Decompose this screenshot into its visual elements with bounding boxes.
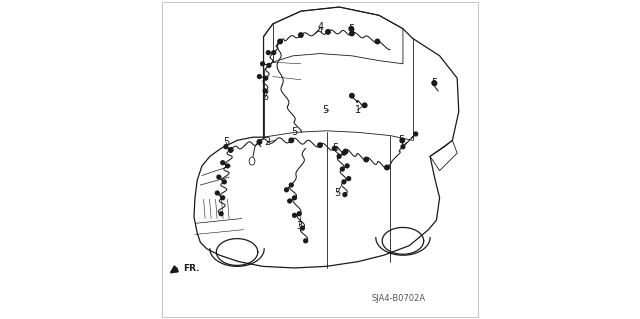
Circle shape [349, 93, 354, 98]
Text: 3: 3 [296, 221, 302, 232]
Circle shape [364, 157, 369, 162]
Text: 2: 2 [264, 137, 271, 147]
Text: 5: 5 [431, 78, 437, 88]
Circle shape [362, 103, 367, 108]
Circle shape [289, 183, 293, 187]
Circle shape [228, 148, 232, 152]
Circle shape [219, 212, 223, 216]
Circle shape [221, 196, 225, 200]
Circle shape [292, 196, 296, 200]
Circle shape [260, 62, 264, 66]
Circle shape [289, 138, 294, 143]
Circle shape [267, 63, 271, 67]
Circle shape [266, 51, 270, 55]
Circle shape [385, 165, 389, 170]
Text: SJA4-B0702A: SJA4-B0702A [371, 294, 425, 303]
Circle shape [225, 164, 229, 168]
Circle shape [326, 30, 330, 34]
Circle shape [304, 239, 308, 243]
Text: 5: 5 [348, 24, 355, 34]
Text: 4: 4 [317, 22, 324, 32]
Text: 5: 5 [322, 105, 328, 115]
Circle shape [221, 161, 225, 165]
Circle shape [345, 164, 349, 168]
Text: 5: 5 [332, 143, 339, 153]
Circle shape [342, 151, 346, 155]
Circle shape [285, 188, 289, 192]
Circle shape [414, 132, 418, 136]
Circle shape [432, 81, 436, 85]
Text: 5: 5 [223, 137, 229, 147]
Text: 5: 5 [398, 135, 404, 145]
Circle shape [217, 175, 221, 179]
Circle shape [347, 177, 351, 181]
Circle shape [263, 89, 267, 93]
Circle shape [257, 75, 261, 78]
Circle shape [257, 140, 262, 144]
Circle shape [332, 146, 336, 150]
Circle shape [375, 39, 380, 44]
Circle shape [318, 143, 322, 147]
Circle shape [342, 180, 346, 184]
Circle shape [264, 76, 268, 80]
Circle shape [224, 145, 228, 149]
Circle shape [298, 212, 301, 216]
Circle shape [222, 180, 226, 184]
Text: 5: 5 [291, 127, 298, 137]
Circle shape [301, 226, 305, 230]
Circle shape [385, 166, 389, 169]
Circle shape [349, 31, 354, 36]
Circle shape [343, 193, 347, 197]
Text: 5: 5 [335, 188, 340, 198]
Circle shape [216, 191, 219, 195]
Circle shape [340, 167, 344, 171]
Circle shape [288, 199, 292, 203]
Circle shape [349, 26, 353, 31]
Circle shape [272, 51, 276, 55]
Circle shape [400, 138, 404, 143]
Circle shape [299, 33, 303, 37]
Circle shape [337, 154, 341, 158]
Circle shape [292, 213, 296, 217]
Text: FR.: FR. [183, 264, 199, 273]
Text: 1: 1 [355, 105, 361, 115]
Circle shape [401, 145, 405, 149]
Circle shape [228, 148, 233, 152]
Circle shape [278, 40, 282, 43]
Text: 5: 5 [262, 92, 268, 102]
Circle shape [343, 149, 348, 154]
Circle shape [278, 39, 282, 44]
